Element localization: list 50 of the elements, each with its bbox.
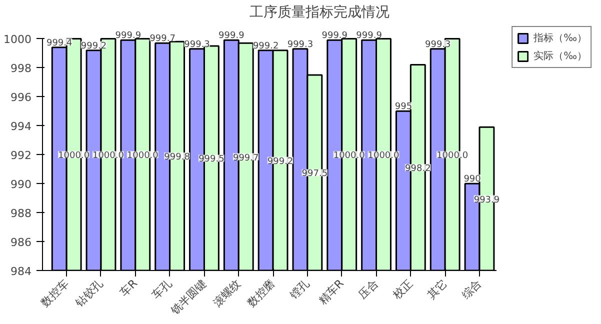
data-label: 993.9 xyxy=(474,195,500,206)
y-tick-label: 1000 xyxy=(4,33,32,46)
x-tick-label: 镗孔 xyxy=(286,276,312,302)
x-tick-label: 滚螺纹 xyxy=(210,276,244,310)
data-label: 999.9 xyxy=(115,31,142,42)
legend-label: 实际（‰） xyxy=(534,50,587,63)
data-label: 999.8 xyxy=(164,152,190,163)
data-label: 1000.0 xyxy=(58,151,90,162)
data-label: 999.9 xyxy=(218,31,245,42)
data-label: 999.5 xyxy=(198,154,224,165)
y-tick-label: 986 xyxy=(10,236,32,250)
data-label: 999.7 xyxy=(150,34,176,44)
x-tick-label: 数控车 xyxy=(38,276,72,310)
data-label: 1000.0 xyxy=(436,151,468,162)
chart-title: 工序质量指标完成情况 xyxy=(250,4,390,20)
data-label: 1000.0 xyxy=(92,151,124,162)
x-tick-label: 车孔 xyxy=(150,276,174,302)
legend-label: 指标（‰） xyxy=(534,32,587,45)
y-tick-label: 988 xyxy=(10,207,32,220)
y-tick-label: 992 xyxy=(10,149,32,162)
x-tick-label: 其它 xyxy=(424,276,450,302)
data-label: 999.4 xyxy=(46,38,73,48)
data-label: 1000.0 xyxy=(333,151,366,162)
x-tick-label: 车R xyxy=(118,276,140,300)
data-label: 998.2 xyxy=(405,164,431,174)
y-tick-label: 998 xyxy=(10,62,32,76)
data-label: 999.9 xyxy=(356,31,382,42)
data-label: 999.2 xyxy=(252,41,279,52)
x-tick-label: 校正 xyxy=(390,276,416,302)
data-label: 997.5 xyxy=(302,169,328,180)
data-label: 990 xyxy=(464,174,482,185)
x-tick-label: 综合 xyxy=(459,276,484,302)
data-label: 999.2 xyxy=(80,41,107,52)
data-label: 999.3 xyxy=(287,40,314,50)
x-tick-label: 钻铰孔 xyxy=(72,276,106,310)
data-label: 1000.0 xyxy=(126,151,159,162)
y-tick-label: 994 xyxy=(10,120,32,134)
data-label: 999.7 xyxy=(232,153,259,164)
y-tick-label: 984 xyxy=(10,265,32,278)
data-label: 999.3 xyxy=(184,40,210,50)
y-tick-label: 990 xyxy=(10,178,32,192)
x-tick-label: 压合 xyxy=(356,276,381,302)
data-label: 995 xyxy=(394,102,412,112)
x-tick-label: 精车R xyxy=(316,276,347,308)
x-tick-label: 数控磨 xyxy=(245,276,278,310)
data-label: 999.2 xyxy=(267,156,294,167)
data-label: 1000.0 xyxy=(368,151,400,162)
y-tick-label: 996 xyxy=(10,91,32,104)
data-label: 999.3 xyxy=(424,40,451,50)
data-label: 999.9 xyxy=(322,31,348,42)
